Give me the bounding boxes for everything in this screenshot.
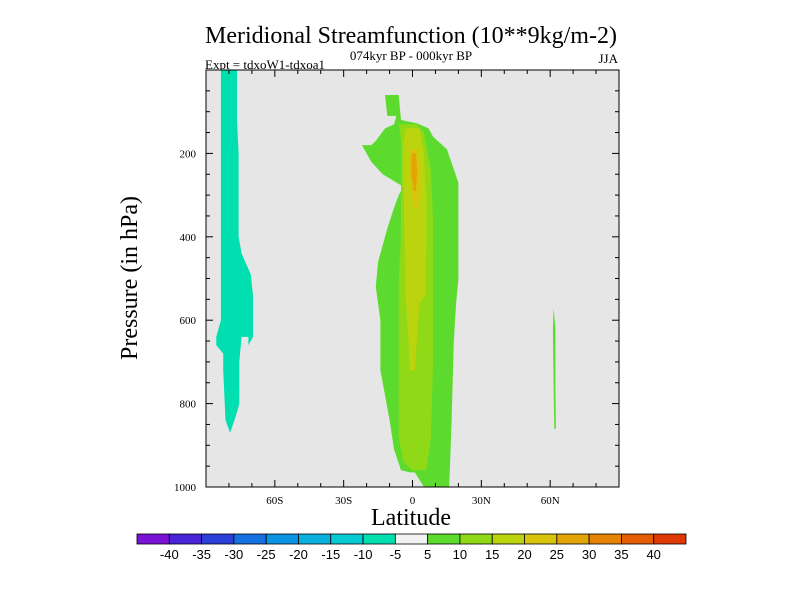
colorbar-label: -30 — [225, 547, 244, 562]
y-tick-label: 1000 — [174, 482, 197, 494]
x-tick-label: 30N — [472, 495, 491, 507]
center-subtitle: 074kyr BP - 000kyr BP — [350, 48, 472, 63]
y-tick-label: 600 — [180, 315, 197, 327]
colorbar-swatch — [362, 533, 396, 545]
colorbar-swatch — [394, 533, 429, 545]
positive-cell-25 — [411, 153, 418, 191]
y-tick-label: 200 — [180, 148, 197, 160]
y-axis-label: Pressure (in hPa) — [117, 196, 143, 360]
positive-cell-15 — [403, 128, 427, 371]
colorbar-label: -25 — [257, 547, 276, 562]
negative-cell-high-latitude-south — [216, 70, 253, 433]
right-subtitle: JJA — [598, 51, 618, 66]
colorbar — [136, 533, 687, 545]
colorbar-label: -10 — [354, 547, 373, 562]
colorbar-swatch — [168, 533, 202, 545]
chart-title: Meridional Streamfunction (10**9kg/m-2) — [205, 23, 617, 49]
x-tick-label: 60N — [541, 495, 560, 507]
colorbar-labels: -40 -35 -30 -25 -20 -15 -10 -5 5 10 15 20 25 30 35 40 — [160, 547, 661, 562]
tick-labels: 60S 30S 0 30N 60N 200 400 600 800 1000 — [174, 148, 560, 507]
colorbar-swatch — [491, 533, 525, 545]
colorbar-swatch — [653, 533, 687, 545]
colorbar-label: 20 — [517, 547, 531, 562]
colorbar-swatch — [588, 533, 622, 545]
x-tick-label: 60S — [266, 495, 283, 507]
colorbar-swatch — [621, 533, 655, 545]
colorbar-swatch — [556, 533, 590, 545]
x-axis-label: Latitude — [371, 505, 451, 531]
positive-cell-north — [552, 307, 556, 429]
contour-regions — [216, 70, 556, 487]
colorbar-swatch — [298, 533, 332, 545]
colorbar-swatch — [524, 533, 558, 545]
colorbar-swatch — [330, 533, 364, 545]
colorbar-swatch — [427, 533, 461, 545]
colorbar-swatch — [459, 533, 493, 545]
colorbar-label: 15 — [485, 547, 499, 562]
colorbar-label: -5 — [390, 547, 402, 562]
y-tick-label: 800 — [180, 399, 197, 411]
y-tick-label: 400 — [180, 232, 197, 244]
colorbar-swatch — [136, 533, 170, 545]
colorbar-label: -15 — [321, 547, 340, 562]
colorbar-label: 30 — [582, 547, 596, 562]
axis-ticks — [206, 70, 619, 487]
colorbar-label: -35 — [192, 547, 211, 562]
colorbar-label: -40 — [160, 547, 179, 562]
colorbar-swatch — [265, 533, 299, 545]
colorbar-label: -20 — [289, 547, 308, 562]
colorbar-label: 5 — [424, 547, 431, 562]
colorbar-label: 40 — [646, 547, 660, 562]
x-tick-label: 30S — [335, 495, 352, 507]
left-subtitle: Expt = tdxoW1-tdxoa1 — [205, 57, 325, 72]
colorbar-label: 10 — [453, 547, 467, 562]
x-tick-label: 0 — [410, 495, 416, 507]
colorbar-swatch — [201, 533, 235, 545]
colorbar-label: 25 — [550, 547, 564, 562]
colorbar-label: 35 — [614, 547, 628, 562]
colorbar-swatch — [233, 533, 267, 545]
